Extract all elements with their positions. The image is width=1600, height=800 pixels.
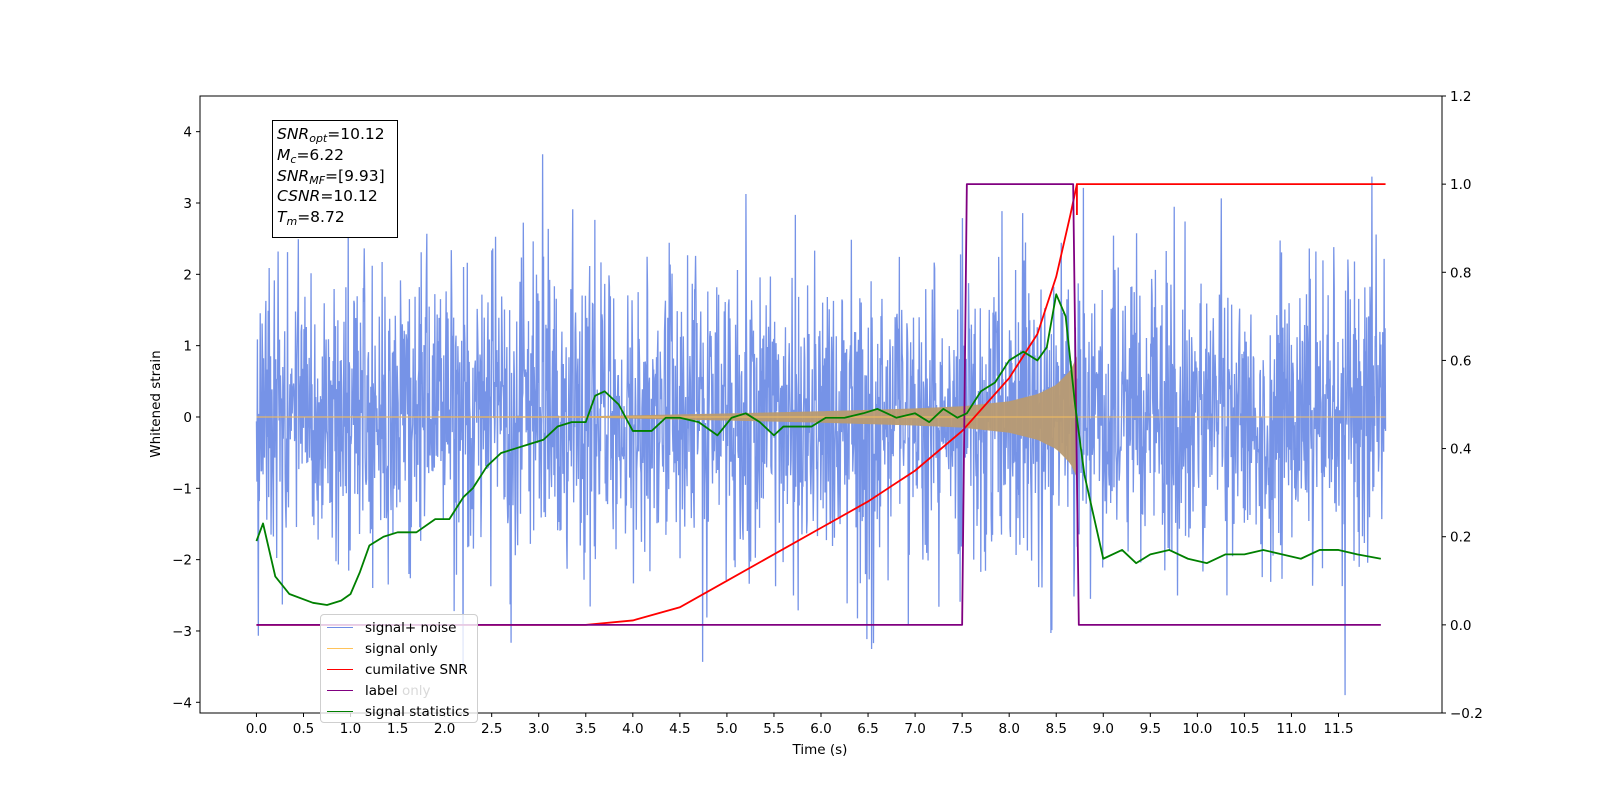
y-tick-label: −4 (172, 695, 192, 711)
series-label (256, 183, 1381, 626)
legend-swatch (327, 669, 353, 670)
x-tick-label: 10.0 (1182, 721, 1212, 737)
legend-swatch (327, 627, 353, 628)
y2-tick-label: 0.4 (1450, 442, 1471, 458)
y-tick-label: 4 (183, 125, 192, 141)
x-tick-label: 1.0 (340, 721, 361, 737)
legend-hidden-label: label only (365, 682, 431, 699)
y2-tick-label: 1.0 (1450, 177, 1471, 193)
x-tick-label: 2.0 (434, 721, 455, 737)
y2-tick-label: 0.2 (1450, 530, 1471, 546)
y-tick-label: 2 (183, 267, 192, 283)
y-tick-label: −2 (172, 553, 192, 569)
legend-item: cumilative SNR (327, 659, 477, 680)
csnr-line: CSNR=10.12 (277, 187, 378, 206)
x-tick-label: 6.5 (857, 721, 878, 737)
series-cumulative-snr (256, 183, 1386, 626)
y2-tick-label: 0.6 (1450, 353, 1471, 369)
y-axis-label: Whitened strain (148, 350, 164, 457)
x-tick-label: 9.0 (1093, 721, 1114, 737)
snr-opt-line: SNRopt=10.12 (277, 125, 385, 145)
x-tick-label: 1.5 (387, 721, 408, 737)
x-tick-label: 7.0 (904, 721, 925, 737)
x-tick-label: 0.5 (293, 721, 314, 737)
legend-label: signal statistics (365, 703, 470, 720)
merger-time-line: Tm=8.72 (277, 208, 345, 229)
series-signal-statistics (255, 293, 1382, 606)
legend: signal+ noise signal only cumilative SNR… (320, 614, 478, 723)
legend-label: label (365, 682, 398, 699)
x-tick-label: 4.5 (669, 721, 690, 737)
x-tick-label: 2.5 (481, 721, 502, 737)
legend-swatch (327, 648, 353, 649)
legend-swatch (327, 690, 353, 691)
y-tick-label: −3 (172, 624, 192, 640)
x-tick-label: 11.5 (1323, 721, 1353, 737)
x-tick-label: 11.0 (1276, 721, 1306, 737)
legend-item: label label only (327, 680, 477, 701)
series-signal-noise (255, 154, 1387, 696)
legend-item: signal only (327, 638, 477, 659)
x-tick-label: 7.5 (951, 721, 972, 737)
x-tick-label: 3.0 (528, 721, 549, 737)
legend-label: signal+ noise (365, 619, 457, 636)
y2-tick-label: 0.8 (1450, 265, 1471, 281)
y2-tick-label: −0.2 (1450, 706, 1483, 722)
x-axis-label: Time (s) (792, 742, 848, 758)
metrics-annotation: SNRopt=10.12 Mc=6.22 SNRMF=[9.93] CSNR=1… (272, 120, 398, 238)
x-tick-label: 9.5 (1140, 721, 1161, 737)
legend-swatch (327, 711, 353, 712)
legend-label: signal only (365, 640, 438, 657)
x-tick-label: 4.0 (622, 721, 643, 737)
snr-mf-line: SNRMF=[9.93] (277, 166, 385, 187)
y2-tick-label: 0.0 (1450, 618, 1471, 634)
x-tick-label: 8.0 (998, 721, 1019, 737)
y2-tick-label: 1.2 (1450, 89, 1471, 105)
x-tick-label: 0.0 (246, 721, 267, 737)
x-tick-label: 8.5 (1045, 721, 1066, 737)
x-tick-label: 5.0 (716, 721, 737, 737)
x-tick-label: 5.5 (763, 721, 784, 737)
y-tick-label: −1 (172, 481, 192, 497)
x-tick-label: 6.0 (810, 721, 831, 737)
x-tick-label: 10.5 (1229, 721, 1259, 737)
legend-label: cumilative SNR (365, 661, 468, 678)
y-tick-label: 1 (183, 339, 192, 355)
chirp-mass-line: Mc=6.22 (277, 145, 344, 166)
y-tick-label: 0 (183, 410, 192, 426)
legend-item: signal+ noise (327, 617, 477, 638)
legend-item: signal statistics (327, 701, 477, 722)
y-tick-label: 3 (183, 196, 192, 212)
x-tick-label: 3.5 (575, 721, 596, 737)
